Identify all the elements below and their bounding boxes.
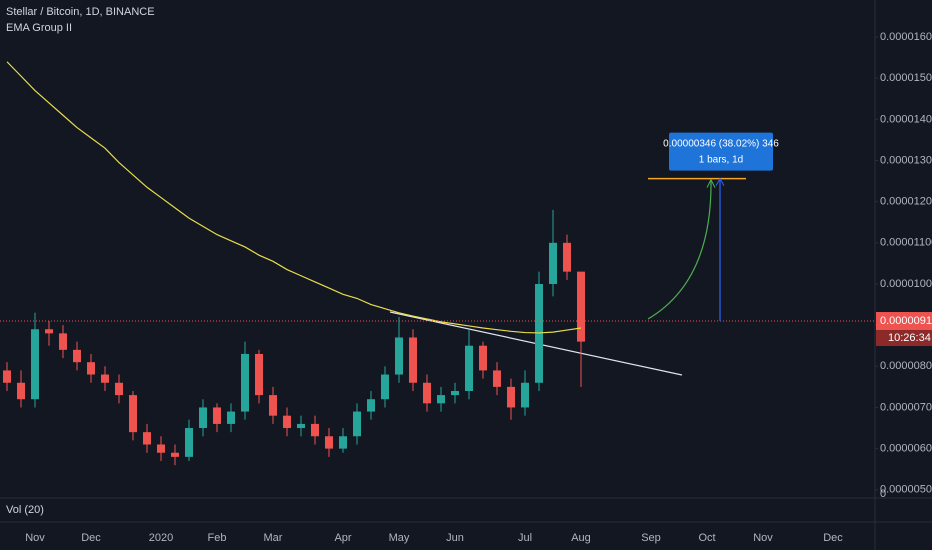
candle-body xyxy=(563,242,571,272)
indicator-label: EMA Group II xyxy=(6,22,72,34)
candle-body xyxy=(479,345,487,371)
x-tick-label: Apr xyxy=(334,532,351,544)
x-tick-label: Oct xyxy=(698,532,715,544)
measure-box xyxy=(669,132,773,171)
candle-body xyxy=(395,337,403,375)
candle-body xyxy=(129,395,137,433)
y-tick-label: 0.00001600 xyxy=(880,31,932,43)
measure-label: 0.00000346 (38.02%) 346 xyxy=(663,138,779,149)
candle-body xyxy=(549,242,557,284)
candle-body xyxy=(101,374,109,383)
candle-body xyxy=(73,349,81,363)
x-tick-label: Mar xyxy=(264,532,283,544)
countdown-label: 10:26:34 xyxy=(888,332,931,344)
candle-body xyxy=(493,370,501,387)
candle-body xyxy=(367,399,375,412)
candle-body xyxy=(325,436,333,449)
candle-body xyxy=(59,333,67,350)
candle-body xyxy=(521,382,529,408)
candle-body xyxy=(423,382,431,404)
candle-body xyxy=(283,415,291,429)
candle-body xyxy=(507,386,515,408)
countdown-badge xyxy=(876,330,932,347)
chart-title: Stellar / Bitcoin, 1D, BINANCE xyxy=(6,6,155,18)
measure-sublabel: 1 bars, 1d xyxy=(699,154,743,165)
candle-body xyxy=(465,345,473,391)
x-tick-label: 2020 xyxy=(149,532,173,544)
candle-body xyxy=(409,337,417,383)
x-tick-label: Feb xyxy=(208,532,227,544)
candle-body xyxy=(241,353,249,412)
candle-body xyxy=(115,382,123,396)
candle-body xyxy=(451,390,459,396)
x-tick-label: Dec xyxy=(81,532,101,544)
x-tick-label: Nov xyxy=(25,532,45,544)
last-price-label: 0.00000910 xyxy=(880,315,932,327)
candle-body xyxy=(255,353,263,396)
x-tick-label: May xyxy=(389,532,410,544)
candle-body xyxy=(185,428,193,457)
candle-body xyxy=(311,423,319,437)
candle-body xyxy=(353,411,361,437)
last-price-badge xyxy=(876,312,932,331)
candle-body xyxy=(297,423,305,429)
y-tick-label: 0.00001100 xyxy=(880,237,932,249)
ema-line xyxy=(6,61,582,334)
x-tick-label: Jul xyxy=(518,532,532,544)
candle-body xyxy=(199,407,207,429)
projection-arrowhead xyxy=(706,178,716,188)
candle-body xyxy=(339,436,347,449)
candle-body xyxy=(143,432,151,445)
volume-label: Vol (20) xyxy=(6,504,44,516)
candle-body xyxy=(171,452,179,457)
candle-body xyxy=(87,362,95,375)
candle-body xyxy=(31,329,39,400)
x-tick-label: Sep xyxy=(641,532,661,544)
volume-axis-label: 0 xyxy=(880,488,886,500)
measure-arrowhead xyxy=(715,177,725,186)
candle-body xyxy=(3,370,11,383)
x-tick-label: Nov xyxy=(753,532,773,544)
candle-body xyxy=(269,395,277,416)
candle-body xyxy=(17,382,25,400)
x-tick-label: Jun xyxy=(446,532,464,544)
candle-body xyxy=(577,271,585,342)
x-tick-label: Aug xyxy=(571,532,591,544)
candle-body xyxy=(213,407,221,424)
projection-curve xyxy=(647,180,712,320)
candle-body xyxy=(381,374,389,400)
candle-body xyxy=(227,411,235,424)
candle-body xyxy=(45,329,53,334)
x-tick-label: Dec xyxy=(823,532,843,544)
candle-body xyxy=(437,395,445,404)
candle-body xyxy=(157,444,165,453)
